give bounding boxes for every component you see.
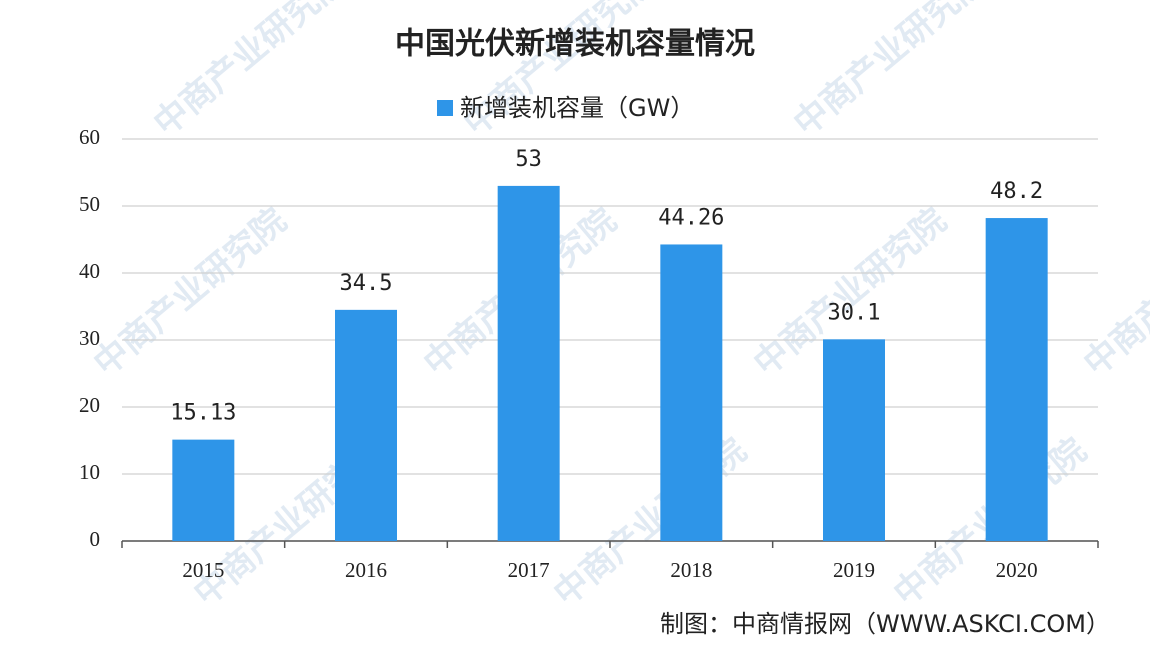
y-tick-label: 40 [79, 259, 100, 283]
x-tick-label: 2015 [182, 558, 224, 582]
source-note: 制图：中商情报网（WWW.ASKCI.COM） [660, 610, 1110, 638]
y-tick-label: 10 [79, 460, 100, 484]
bar [985, 218, 1048, 541]
watermark: 中商产业研究院 [456, 0, 664, 144]
x-tick-label: 2016 [345, 558, 387, 582]
bar [823, 339, 885, 541]
watermark: 中商产业研究院 [546, 431, 754, 615]
x-tick-label: 2019 [833, 558, 875, 582]
data-label: 30.1 [828, 300, 881, 325]
data-label: 34.5 [340, 271, 393, 296]
data-label: 48.2 [990, 179, 1043, 204]
y-tick-label: 0 [90, 527, 101, 551]
legend-label: 新增装机容量（GW） [460, 94, 694, 122]
data-label: 15.13 [170, 401, 236, 426]
watermark: 中商产业研究院 [786, 0, 994, 144]
chart-title: 中国光伏新增装机容量情况 [395, 27, 755, 62]
x-tick-label: 2017 [508, 558, 550, 582]
bar [335, 309, 397, 541]
legend-swatch [437, 100, 453, 116]
x-tick-label: 2020 [996, 558, 1038, 582]
bar [660, 244, 723, 541]
y-tick-label: 60 [79, 125, 100, 149]
watermark: 中商产业研究院 [86, 201, 294, 385]
watermark: 中商产业研究院 [1076, 201, 1150, 385]
y-tick-label: 30 [79, 326, 100, 350]
y-tick-label: 20 [79, 393, 100, 417]
data-label: 44.26 [658, 205, 724, 230]
bar [497, 185, 560, 541]
bar [172, 439, 235, 541]
data-label: 53 [515, 147, 542, 172]
watermark: 中商产业研究院 [146, 0, 354, 144]
x-tick-label: 2018 [670, 558, 712, 582]
y-tick-label: 50 [79, 192, 100, 216]
